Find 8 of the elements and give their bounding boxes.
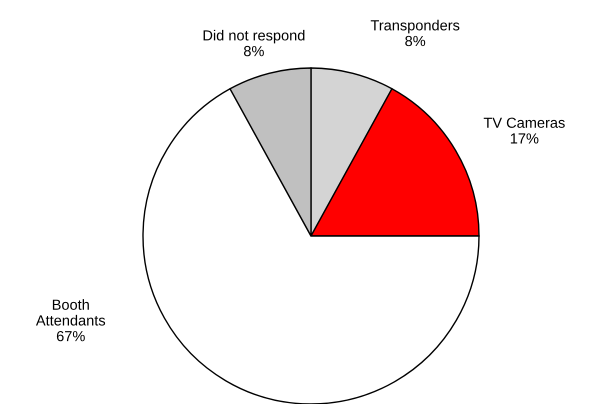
data-label: 8%: [244, 46, 264, 56]
slice-label: Booth Attendants: [36, 299, 106, 326]
slice-label: Did not respond: [204, 30, 304, 44]
data-label: 17%: [510, 133, 538, 144]
data-label: 67%: [56, 330, 85, 342]
data-label: 8%: [405, 36, 426, 46]
slice-label: TV Cameras: [484, 118, 565, 128]
slice-label: Transponders: [370, 20, 460, 34]
